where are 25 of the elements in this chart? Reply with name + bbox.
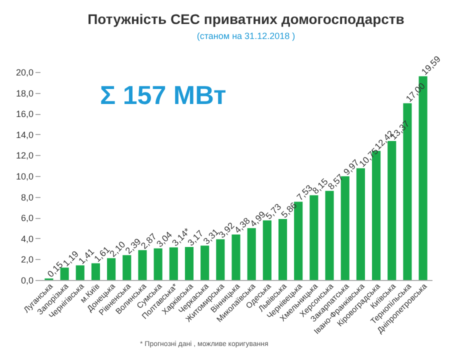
y-tick-label: 20,0 [16, 68, 34, 78]
bar [356, 168, 365, 280]
y-tick-label: 18,0 [16, 88, 34, 98]
chart-title: Потужність СЕС приватних домогосподарств [88, 11, 405, 27]
y-tick-label: 14,0 [16, 130, 34, 140]
bar [340, 176, 350, 280]
y-tick-label: 2,0 [20, 254, 34, 265]
data-label: 1,41 [76, 246, 96, 266]
bar [91, 263, 100, 280]
chart-subtitle: (станом на 31.12.2018 ) [196, 31, 296, 41]
bar [154, 248, 162, 280]
bar [184, 247, 194, 280]
y-tick-label: 4,0 [20, 234, 34, 244]
y-tick-label: 16,0 [16, 109, 34, 120]
bar [278, 219, 288, 280]
annotation: Σ 157 МВт [100, 80, 227, 110]
bar [76, 265, 84, 280]
y-tick-label: 10,0 [16, 172, 34, 182]
y-tick-label: 8,0 [20, 192, 34, 202]
bar [169, 247, 178, 280]
y-tick-label: 0,0 [20, 276, 34, 286]
y-tick-label: 12,0 [16, 150, 34, 161]
y-tick-label: 6,0 [20, 213, 34, 224]
bar [122, 255, 132, 280]
bar [200, 246, 210, 280]
